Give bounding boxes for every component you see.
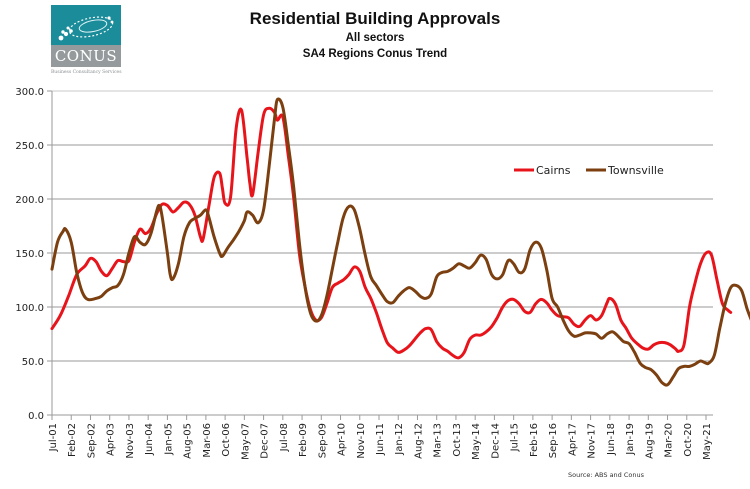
x-tick-label: Nov-03 bbox=[125, 423, 136, 459]
x-tick-label: Sep-02 bbox=[86, 423, 97, 458]
x-tick-label: Aug-12 bbox=[413, 423, 424, 459]
x-tick-label: Sep-16 bbox=[548, 423, 559, 458]
x-tick-label: Nov-17 bbox=[587, 423, 598, 459]
x-tick-label: Feb-09 bbox=[298, 423, 309, 457]
source-note: Source: ABS and Conus bbox=[568, 471, 645, 479]
x-tick-label: Oct-06 bbox=[221, 423, 232, 457]
gridlines bbox=[52, 90, 713, 362]
x-tick-label: Oct-20 bbox=[683, 423, 694, 457]
x-tick-label: Dec-14 bbox=[490, 423, 501, 459]
chart-titles: Residential Building Approvals All secto… bbox=[200, 8, 550, 62]
x-tick-label: May-14 bbox=[471, 423, 482, 460]
x-tick-label: Oct-13 bbox=[452, 423, 463, 457]
x-tick-label: Jul-15 bbox=[510, 423, 521, 452]
x-tick-label: Jul-08 bbox=[279, 423, 290, 452]
conus-logo: CONUS Business Consultancy Services bbox=[51, 5, 122, 75]
x-tick-label: Jan-12 bbox=[394, 423, 405, 456]
chart-subtitle-2: SA4 Regions Conus Trend bbox=[302, 48, 448, 60]
x-tick-label: Jun-18 bbox=[606, 423, 617, 456]
x-tick-label: Jun-04 bbox=[144, 423, 155, 456]
x-tick-label: Mar-20 bbox=[664, 423, 675, 458]
y-tick-label: 100.0 bbox=[15, 303, 44, 314]
series-line-cairns bbox=[50, 106, 733, 360]
y-tick-label: 250.0 bbox=[15, 141, 44, 152]
y-axis: 0.0 50.0 100.0 150.0 200.0 250.0 300.0 bbox=[15, 87, 53, 422]
logo-swirl-icon bbox=[51, 5, 121, 45]
y-tick-label: 50.0 bbox=[22, 357, 44, 368]
x-tick-label: Jan-05 bbox=[163, 423, 174, 456]
x-tick-label: Aug-05 bbox=[183, 423, 194, 459]
x-tick-label: Apr-03 bbox=[106, 423, 117, 456]
legend: Cairns Townsville bbox=[514, 164, 664, 177]
chart-subtitle-1: All sectors bbox=[345, 32, 405, 44]
chart-title: Residential Building Approvals bbox=[249, 9, 501, 28]
x-tick-label: Dec-07 bbox=[260, 423, 271, 459]
y-tick-label: 300.0 bbox=[15, 87, 44, 98]
legend-label-townsville: Townsville bbox=[607, 164, 664, 177]
x-tick-label: Aug-19 bbox=[644, 423, 655, 459]
x-tick-label: Jul-01 bbox=[48, 423, 59, 452]
x-tick-label: Sep-09 bbox=[317, 423, 328, 458]
x-tick-label: Mar-13 bbox=[433, 423, 444, 458]
x-axis: Jul-01 Feb-02 Sep-02 Apr-03 Nov-03 Jun-04 Jan-… bbox=[48, 414, 713, 460]
x-tick-label: Feb-16 bbox=[529, 423, 540, 457]
x-tick-label: May-21 bbox=[702, 423, 713, 460]
x-tick-label: Feb-02 bbox=[67, 423, 78, 457]
y-tick-label: 0.0 bbox=[28, 411, 44, 422]
x-tick-label: Mar-06 bbox=[202, 423, 213, 458]
y-tick-label: 200.0 bbox=[15, 195, 44, 206]
x-tick-label: Jun-11 bbox=[375, 423, 386, 456]
x-tick-label: Nov-10 bbox=[356, 423, 367, 459]
logo-tagline: Business Consultancy Services bbox=[51, 70, 122, 75]
x-tick-label: May-07 bbox=[240, 423, 251, 460]
y-tick-label: 150.0 bbox=[15, 249, 44, 260]
x-tick-label: Apr-17 bbox=[567, 423, 578, 456]
legend-label-cairns: Cairns bbox=[536, 164, 571, 177]
logo-wordmark: CONUS bbox=[54, 47, 118, 65]
series-lines bbox=[50, 97, 750, 387]
series-line-townsville bbox=[50, 97, 750, 387]
x-tick-label: Apr-10 bbox=[337, 423, 348, 456]
x-tick-label: Jan-19 bbox=[625, 423, 636, 456]
